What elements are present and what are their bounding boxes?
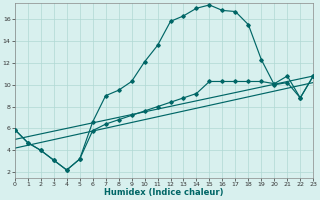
X-axis label: Humidex (Indice chaleur): Humidex (Indice chaleur) [104,188,224,197]
